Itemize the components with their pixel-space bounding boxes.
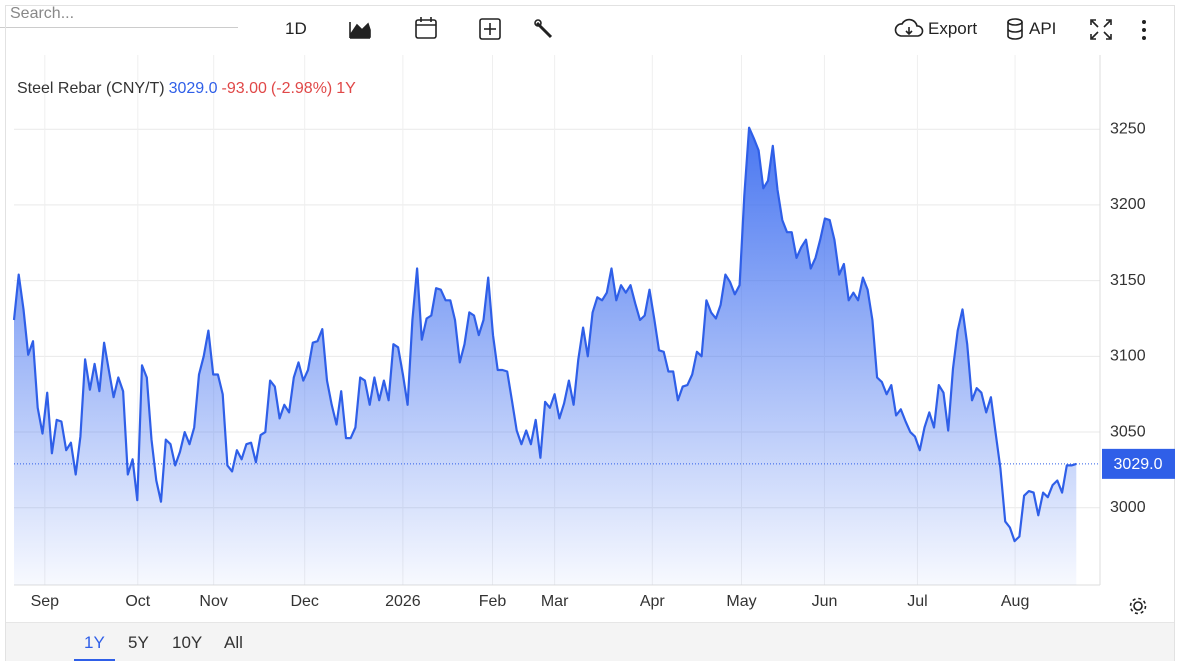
x-tick-label: Jun [812,593,838,610]
y-tick-label: 3150 [1110,272,1146,289]
x-tick-label: Mar [541,593,569,610]
y-tick-label: 3100 [1110,348,1146,365]
chart-type-icon[interactable] [349,22,371,39]
range-button[interactable]: 1Y [74,633,115,661]
chart-title: Steel Rebar (CNY/T) [17,80,165,97]
last-price-tag [1102,448,1175,479]
y-tick-label: 3250 [1110,120,1146,137]
x-tick-label: 2026 [385,593,421,610]
x-tick-label: Oct [125,593,150,610]
x-tick-label: Jul [907,593,927,610]
interval-button[interactable]: 1D [285,19,307,38]
search-input[interactable]: Search... [0,0,238,28]
y-tick-label: 3200 [1110,196,1146,213]
x-tick-label: Nov [199,593,227,610]
last-price-label: 3029.0 [1114,456,1163,473]
y-tick-label: 3050 [1110,423,1146,440]
fullscreen-icon[interactable] [1090,19,1112,40]
tools-icon[interactable] [534,19,553,39]
period: 1Y [336,80,356,97]
range-button[interactable]: 10Y [172,633,203,652]
settings-icon[interactable] [1129,597,1147,615]
range-button[interactable]: All [224,633,243,652]
export-icon[interactable] [894,18,924,37]
export-button[interactable]: Export [928,19,978,38]
x-tick-label: May [726,593,756,610]
x-tick-label: Feb [479,593,507,610]
chart-header: Steel Rebar (CNY/T) 3029.0 -93.00 (-2.98%) 1… [17,80,360,98]
compare-icon[interactable] [479,18,501,40]
change-pct: (-2.98%) [270,80,333,97]
change: -93.00 [221,80,267,97]
x-tick-label: Dec [290,593,318,610]
y-tick-label: 3000 [1110,499,1146,516]
api-icon[interactable] [1007,18,1023,40]
range-bar: 1Y 5Y 10Y All [6,622,1174,661]
menu-icon[interactable] [1142,20,1146,40]
calendar-icon[interactable] [415,17,437,39]
range-button[interactable]: 5Y [128,633,149,652]
price: 3029.0 [168,80,218,97]
x-tick-label: Sep [31,593,60,610]
area [14,127,1077,585]
x-tick-label: Aug [1001,593,1029,610]
x-tick-label: Apr [640,593,666,610]
api-button[interactable]: API [1029,19,1057,38]
line [12,126,1077,543]
